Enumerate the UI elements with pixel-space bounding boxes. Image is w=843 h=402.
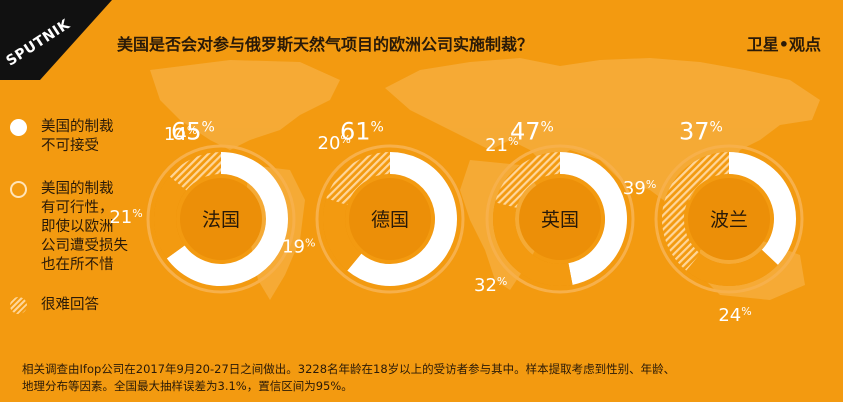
donut-segment-feasible: [154, 176, 187, 259]
donut-segment-hard-to-say: [495, 152, 561, 209]
donut-segment-feasible: [493, 202, 573, 286]
donut-chart-3: 英国 47% 32% 21%: [474, 118, 635, 296]
legend-label: 很难回答: [41, 297, 99, 313]
legend-label: 美国的制裁 不可接受: [41, 119, 114, 154]
legend-item-unacceptable: 美国的制裁 不可接受: [10, 118, 114, 156]
footnote-line-1: 相关调查由Ifop公司在2017年9月20-27日之间做出。3228名年龄在18…: [22, 362, 676, 376]
chart-title: 美国是否会对参与俄罗斯天然气项目的欧洲公司实施制裁？: [117, 35, 534, 54]
donut-outer-ring: [146, 144, 296, 294]
donut-center: [349, 178, 431, 260]
footnote-line-2: 地理分布等因素。全国最大抽样误差为3.1%，置信区间为95%。: [22, 379, 353, 393]
footnote: 相关调查由Ifop公司在2017年9月20-27日之间做出。3228名年龄在18…: [22, 361, 782, 395]
country-label: 德国: [371, 209, 409, 231]
country-label: 法国: [202, 209, 240, 231]
donut-segment-unacceptable: [347, 152, 457, 286]
value-label-unacceptable: 65%: [171, 118, 215, 146]
donut-center: [519, 178, 601, 260]
value-label-unacceptable: 47%: [510, 118, 554, 146]
donut-center: [180, 178, 262, 260]
donut-chart-4: 波兰 37% 24% 39%: [623, 118, 804, 326]
orange-dot-icon: [10, 181, 27, 198]
sputnik-logo: [0, 0, 112, 80]
value-label-unacceptable: 61%: [340, 118, 384, 146]
donut-center: [688, 178, 770, 260]
donut-segment-hard-to-say: [169, 152, 222, 191]
value-label-feasible: 19%: [282, 237, 315, 258]
country-label: 英国: [541, 209, 579, 231]
value-label-unacceptable: 37%: [679, 118, 723, 146]
value-label-hard-to-say: 20%: [318, 133, 351, 154]
donut-chart-2: 德国 61% 19% 20%: [282, 118, 465, 294]
value-label-hard-to-say: 21%: [485, 135, 518, 156]
value-label-feasible: 21%: [109, 207, 142, 228]
donut-outer-ring: [485, 144, 635, 294]
donut-outer-ring: [654, 144, 804, 294]
donut-outer-ring: [315, 144, 465, 294]
hatched-dot-icon: [10, 297, 27, 314]
donut-chart-1: 法国 65% 21% 14%: [109, 118, 296, 294]
donut-segment-unacceptable: [559, 152, 627, 285]
donut-segment-hard-to-say: [662, 152, 730, 271]
legend-item-hard-to-say: 很难回答: [10, 296, 99, 315]
legend-label: 美国的制裁 有可行性， 即使以欧洲 公司遭受损失 也在所不惜: [41, 181, 128, 273]
brand-label: 卫星•观点: [746, 35, 821, 54]
white-dot-icon: [10, 119, 27, 136]
value-label-hard-to-say: 14%: [164, 124, 197, 145]
donut-segment-feasible: [686, 249, 778, 286]
donut-segment-hard-to-say: [326, 152, 391, 206]
donut-segment-unacceptable: [728, 152, 796, 265]
value-label-hard-to-say: 39%: [623, 178, 656, 199]
value-label-feasible: 32%: [474, 275, 507, 296]
value-label-feasible: 24%: [718, 305, 751, 326]
donut-segment-feasible: [323, 198, 362, 271]
donut-segment-unacceptable: [166, 152, 288, 286]
legend-item-feasible: 美国的制裁 有可行性， 即使以欧洲 公司遭受损失 也在所不惜: [10, 180, 128, 275]
country-label: 波兰: [710, 209, 748, 231]
